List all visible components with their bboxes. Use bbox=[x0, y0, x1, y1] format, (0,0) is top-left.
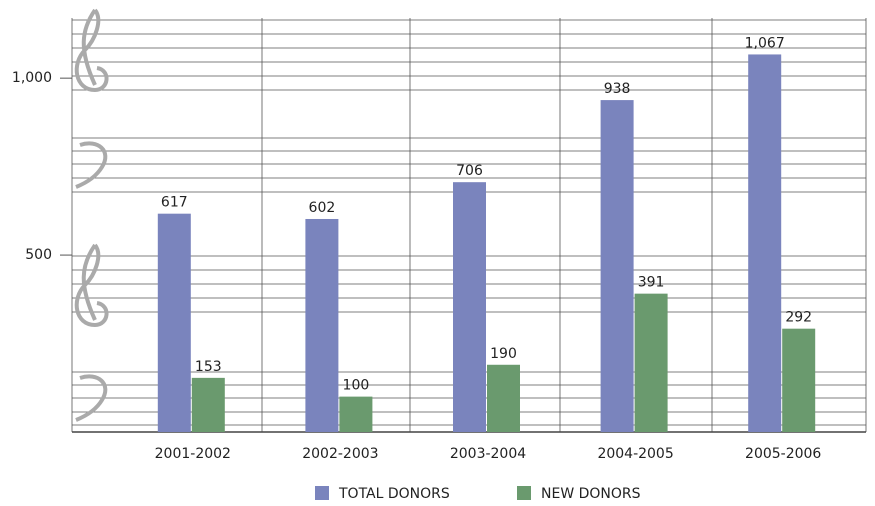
legend-swatch bbox=[315, 486, 329, 500]
bar bbox=[487, 364, 520, 432]
value-label: 706 bbox=[456, 163, 483, 179]
value-label: 391 bbox=[638, 275, 665, 291]
value-label: 1,067 bbox=[745, 35, 785, 51]
value-label: 190 bbox=[490, 346, 517, 362]
x-tick-label: 2004-2005 bbox=[597, 446, 673, 462]
bar bbox=[600, 100, 634, 432]
y-tick-label: 500 bbox=[25, 247, 52, 263]
value-label: 602 bbox=[309, 200, 336, 216]
value-label: 100 bbox=[343, 378, 370, 394]
value-label: 292 bbox=[785, 310, 812, 326]
y-tick-label: 1,000 bbox=[12, 70, 52, 86]
x-tick-label: 2005-2006 bbox=[745, 446, 821, 462]
bar bbox=[157, 213, 191, 432]
bar bbox=[305, 218, 339, 432]
bar bbox=[748, 54, 782, 432]
bar bbox=[782, 328, 816, 432]
x-tick-label: 2003-2004 bbox=[450, 446, 526, 462]
x-tick-label: 2002-2003 bbox=[302, 446, 378, 462]
legend-label: NEW DONORS bbox=[541, 486, 641, 502]
value-label: 153 bbox=[195, 359, 222, 375]
value-label: 938 bbox=[604, 81, 631, 97]
bar bbox=[634, 293, 668, 432]
legend-label: TOTAL DONORS bbox=[338, 486, 450, 502]
legend-swatch bbox=[517, 486, 531, 500]
bar bbox=[191, 377, 225, 432]
bar bbox=[339, 396, 373, 432]
value-label: 617 bbox=[161, 195, 188, 211]
x-tick-label: 2001-2002 bbox=[155, 446, 231, 462]
bar bbox=[453, 182, 486, 432]
